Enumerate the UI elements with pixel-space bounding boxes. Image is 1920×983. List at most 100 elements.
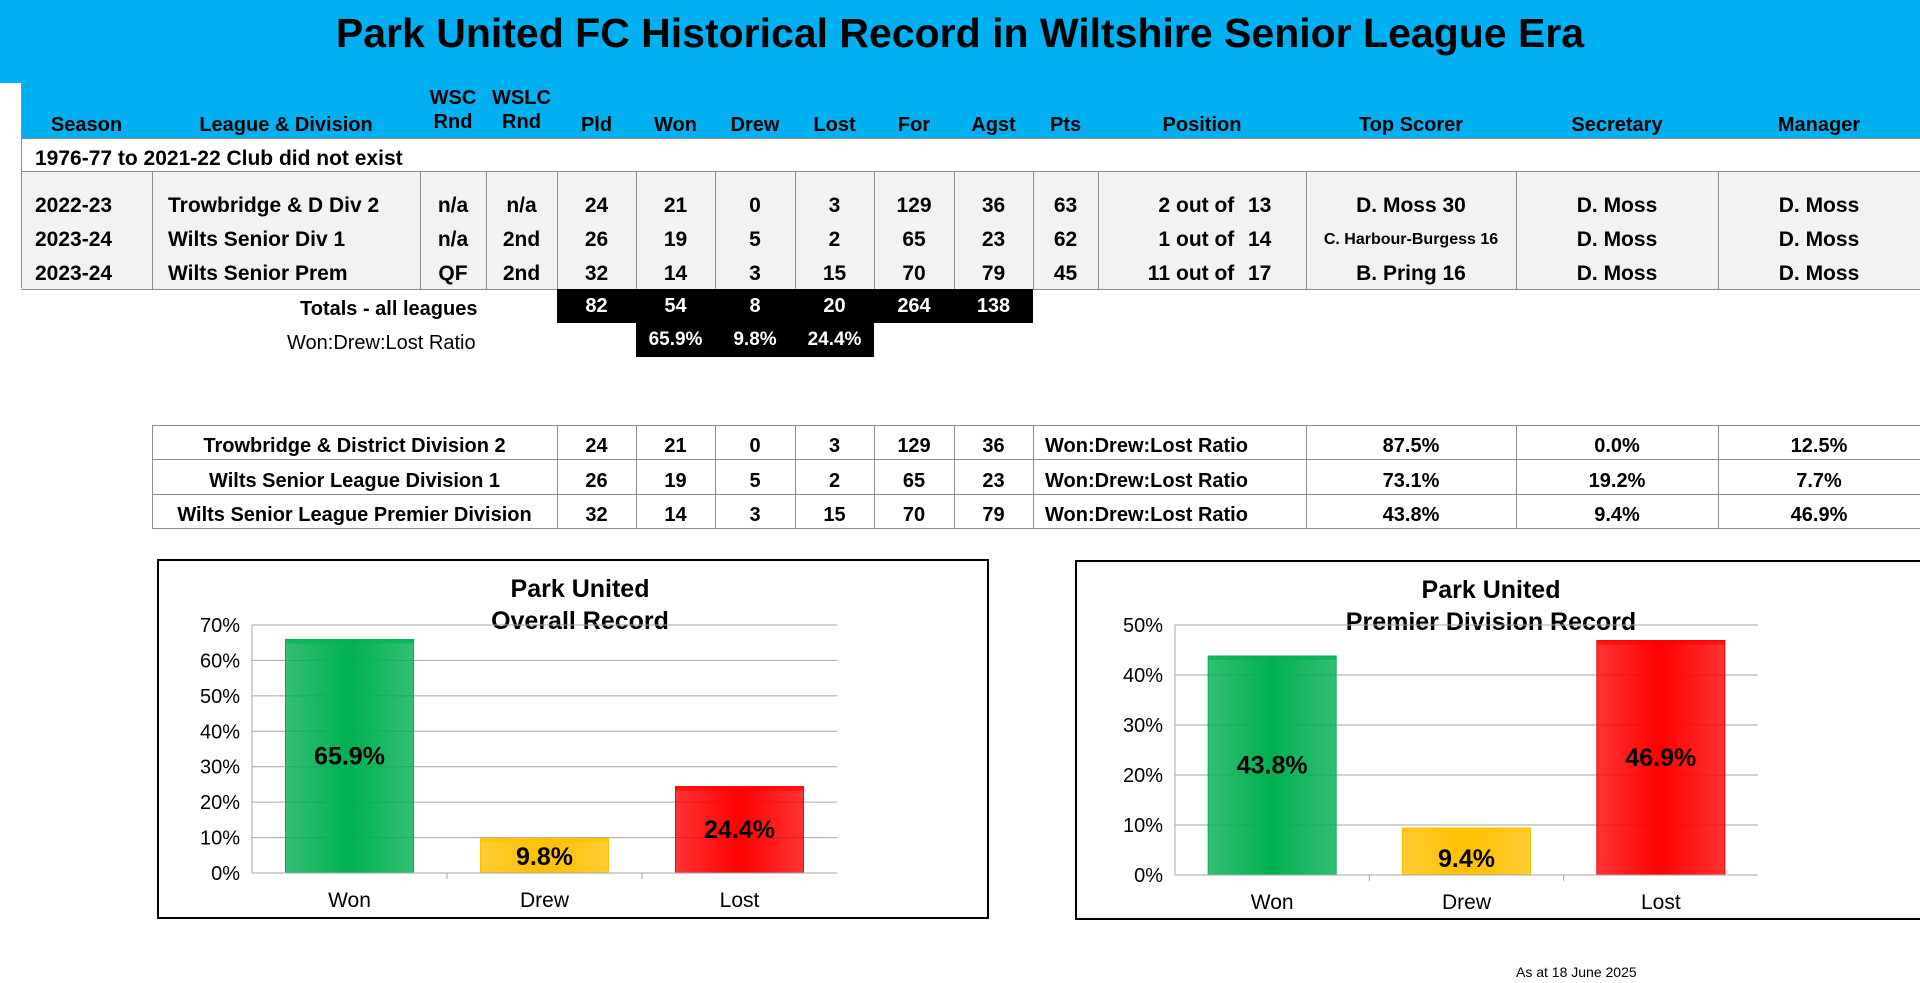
cell-manager: D. Moss bbox=[1778, 194, 1860, 217]
summary-lost: 2 bbox=[828, 470, 841, 492]
ratio-lost: 24.4% bbox=[795, 323, 874, 357]
column-divider bbox=[21, 83, 22, 288]
x-tick-label: Drew bbox=[1442, 891, 1492, 914]
cell-top-scorer: D. Moss 30 bbox=[1356, 194, 1466, 217]
cell-lost: 2 bbox=[828, 228, 841, 251]
column-divider bbox=[874, 425, 875, 529]
cell-position-label: out of bbox=[1176, 262, 1235, 285]
header-won: Won bbox=[654, 114, 697, 136]
summary-won: 21 bbox=[664, 435, 687, 457]
cell-lost: 15 bbox=[822, 262, 847, 285]
header-wslc: WSLC Rnd bbox=[492, 87, 551, 133]
cell-league: Wilts Senior Prem bbox=[168, 262, 348, 285]
totals-for: 264 bbox=[874, 289, 954, 323]
summary-agst: 23 bbox=[982, 470, 1005, 492]
data-label: 9.8% bbox=[516, 843, 573, 871]
y-tick-label: 0% bbox=[1134, 865, 1163, 887]
cell-wsc: n/a bbox=[437, 228, 469, 251]
totals-lost: 20 bbox=[795, 289, 874, 323]
column-divider bbox=[1516, 172, 1517, 289]
y-tick-label: 40% bbox=[200, 721, 240, 743]
cell-drew: 3 bbox=[749, 262, 761, 285]
summary-lost-pct: 46.9% bbox=[1790, 504, 1848, 526]
cell-top-scorer: B. Pring 16 bbox=[1356, 262, 1466, 285]
summary-won-pct: 73.1% bbox=[1382, 470, 1440, 492]
cell-agst: 79 bbox=[981, 262, 1006, 285]
column-divider bbox=[1098, 172, 1099, 289]
data-label: 46.9% bbox=[1625, 744, 1696, 772]
cell-wslc: 2nd bbox=[502, 228, 541, 251]
cell-pts: 45 bbox=[1053, 262, 1078, 285]
summary-lost: 3 bbox=[828, 435, 841, 457]
table-row bbox=[22, 255, 1920, 289]
cell-league: Wilts Senior Div 1 bbox=[168, 228, 346, 251]
column-divider bbox=[795, 172, 796, 289]
header-lost: Lost bbox=[813, 114, 856, 136]
title-banner bbox=[0, 0, 1920, 83]
x-tick-label: Won bbox=[1251, 891, 1294, 914]
column-divider bbox=[715, 425, 716, 529]
chart-title: Park United bbox=[511, 575, 650, 603]
cell-drew: 0 bbox=[749, 194, 761, 217]
bar-won bbox=[285, 639, 414, 874]
y-tick-label: 60% bbox=[200, 650, 240, 672]
totals-agst: 138 bbox=[954, 289, 1033, 323]
as-at-date: As at 18 June 2025 bbox=[1516, 964, 1637, 980]
cell-manager: D. Moss bbox=[1778, 228, 1860, 251]
summary-for: 65 bbox=[902, 470, 926, 492]
cell-season: 2023-24 bbox=[35, 228, 113, 251]
summary-agst: 36 bbox=[982, 435, 1005, 457]
x-tick-label: Drew bbox=[520, 889, 570, 912]
summary-won-pct: 87.5% bbox=[1382, 435, 1440, 457]
y-tick-label: 50% bbox=[1123, 615, 1163, 637]
totals-label: Totals - all leagues bbox=[300, 298, 478, 320]
cell-wsc: QF bbox=[438, 262, 468, 285]
cell-season: 2022-23 bbox=[35, 194, 113, 217]
y-tick-label: 30% bbox=[1123, 715, 1163, 737]
cell-wslc: n/a bbox=[506, 194, 537, 217]
column-divider bbox=[1033, 172, 1034, 289]
column-divider bbox=[1516, 425, 1517, 529]
x-tick-label: Lost bbox=[1641, 891, 1681, 914]
column-divider bbox=[152, 425, 153, 529]
column-divider bbox=[1718, 172, 1719, 289]
header-season: Season bbox=[50, 114, 123, 136]
cell-position-place: 11 bbox=[1147, 262, 1170, 285]
ratio-drew: 9.8% bbox=[715, 323, 795, 357]
summary-for: 129 bbox=[897, 435, 931, 457]
column-divider bbox=[1306, 425, 1307, 529]
summary-pld: 32 bbox=[585, 504, 608, 526]
cell-pld: 32 bbox=[584, 262, 609, 285]
page-title: Park United FC Historical Record in Wilt… bbox=[335, 10, 1585, 56]
cell-drew: 5 bbox=[749, 228, 761, 251]
header-position: Position bbox=[1162, 114, 1242, 136]
summary-lost-pct: 7.7% bbox=[1796, 470, 1842, 492]
summary-division: Trowbridge & District Division 2 bbox=[203, 435, 506, 457]
summary-for: 70 bbox=[902, 504, 926, 526]
cell-league: Trowbridge & D Div 2 bbox=[168, 194, 380, 217]
header-pld: Pld bbox=[580, 114, 613, 136]
column-divider bbox=[152, 172, 153, 289]
summary-ratio-label: Won:Drew:Lost Ratio bbox=[1045, 470, 1248, 492]
cell-top-scorer: C. Harbour-Burgess 16 bbox=[1323, 231, 1499, 248]
x-tick-label: Won bbox=[328, 889, 371, 912]
data-label: 43.8% bbox=[1237, 752, 1308, 780]
cell-pts: 62 bbox=[1053, 228, 1078, 251]
cell-position-total: 13 bbox=[1248, 194, 1272, 217]
data-label: 24.4% bbox=[704, 816, 775, 844]
column-divider bbox=[715, 172, 716, 289]
cell-won: 21 bbox=[663, 194, 688, 217]
y-tick-label: 40% bbox=[1123, 665, 1163, 687]
summary-pld: 26 bbox=[585, 470, 608, 492]
column-divider bbox=[636, 425, 637, 529]
column-divider bbox=[486, 172, 487, 289]
ratio-label: Won:Drew:Lost Ratio bbox=[287, 332, 476, 354]
column-divider bbox=[636, 172, 637, 289]
summary-drew-pct: 0.0% bbox=[1594, 435, 1640, 457]
summary-drew: 0 bbox=[749, 435, 761, 457]
summary-drew-pct: 19.2% bbox=[1588, 470, 1646, 492]
y-tick-label: 20% bbox=[200, 792, 240, 814]
title-band-left bbox=[0, 83, 21, 138]
totals-pld: 82 bbox=[557, 289, 636, 323]
bar-cap bbox=[285, 639, 414, 644]
